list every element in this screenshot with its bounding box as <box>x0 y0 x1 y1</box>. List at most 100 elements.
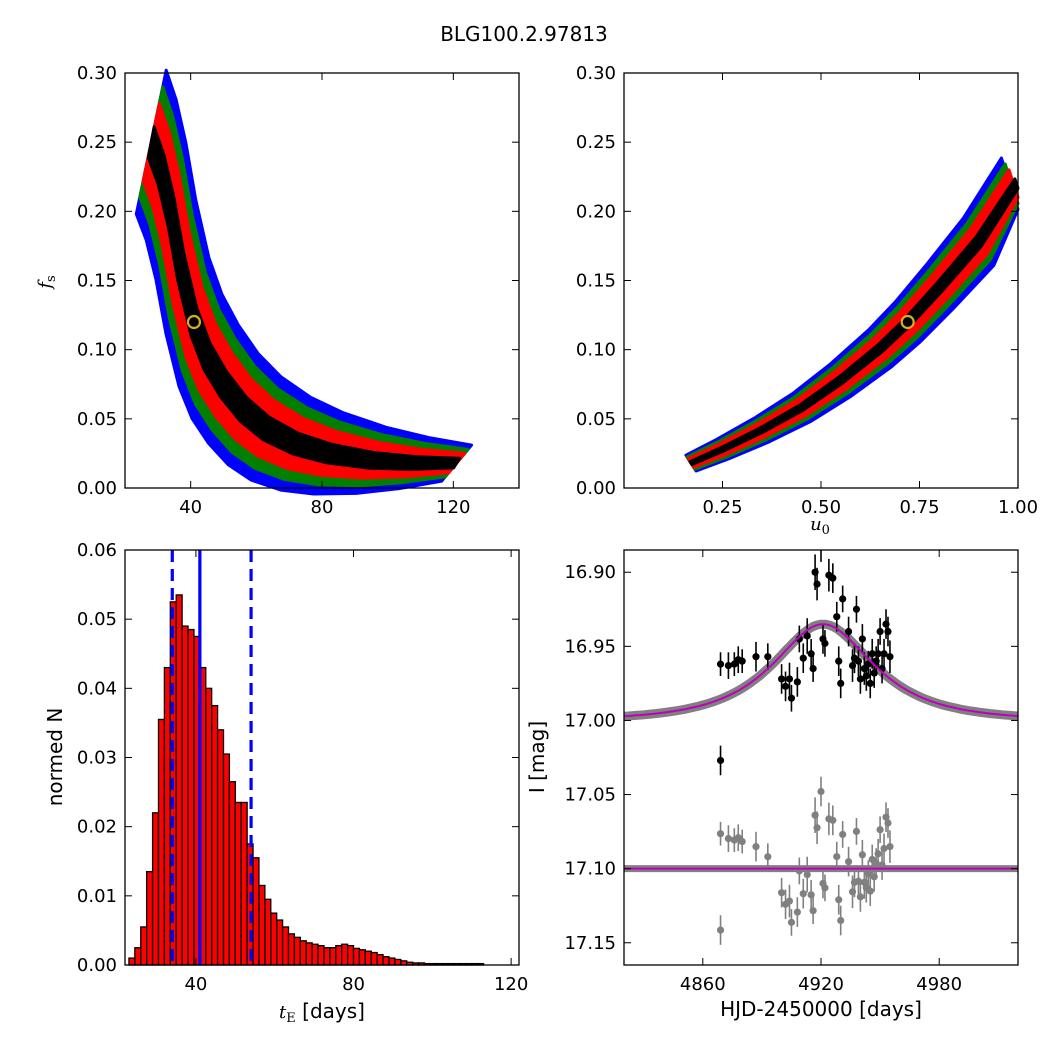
hist-bar <box>346 944 355 966</box>
hist-bar <box>299 940 307 966</box>
y-tick-label: 16.90 <box>564 562 616 583</box>
x-tick-label: 80 <box>342 974 365 995</box>
posterior-cell <box>224 385 230 392</box>
x-axis-label: HJD-2450000 [days] <box>720 997 922 1021</box>
posterior-cell <box>166 205 172 212</box>
residual-point <box>716 830 725 838</box>
x-tick-label: 40 <box>184 974 207 995</box>
hist-bar <box>305 942 313 966</box>
posterior-cell <box>219 372 225 379</box>
data-point <box>856 675 865 683</box>
x-axis-label-sub: E <box>286 1011 296 1026</box>
panel-fs-vs-u0: 0.25 0.50 0.75 1.00 0.00 0.05 0.10 0.15 0.20 0.25… <box>576 63 1038 538</box>
y-tick-label: 0.20 <box>77 201 117 222</box>
data-point <box>833 613 841 621</box>
y-tick-label: 16.95 <box>564 636 616 657</box>
posterior-cell <box>205 361 211 368</box>
y-tick-label: 17.10 <box>564 859 616 880</box>
hist-bar <box>376 953 384 966</box>
panel-light-curve: 4860 4920 4980 16.90 16.95 17.00 17.05 17.10 17.… <box>525 549 1019 1021</box>
data-point <box>781 682 790 690</box>
data-point <box>785 675 794 683</box>
residual-point <box>724 834 733 843</box>
hist-bar <box>358 949 366 966</box>
residual-point <box>793 908 801 916</box>
posterior-cell <box>179 263 185 270</box>
posterior-cell <box>870 350 876 357</box>
residual-point <box>778 889 786 897</box>
data-point <box>839 595 847 603</box>
residual-point <box>833 853 841 861</box>
hist-bar <box>163 666 171 966</box>
x-axis-label-sub: 0 <box>822 523 830 538</box>
x-tick-label: 4860 <box>680 974 726 995</box>
posterior-cell <box>804 400 810 407</box>
best-fit-marker <box>186 314 202 330</box>
posterior-cell <box>213 374 219 381</box>
posterior-cell <box>846 370 852 377</box>
data-point <box>844 627 853 636</box>
data-point <box>886 653 894 661</box>
hist-bar <box>341 943 349 966</box>
posterior-cell <box>887 335 893 342</box>
posterior-cell <box>169 212 175 219</box>
y-tick-label: 0.25 <box>77 132 117 153</box>
y-tick-label: 17.15 <box>564 933 616 954</box>
residual-point <box>866 887 874 895</box>
plot-area <box>624 550 1018 945</box>
hist-bar <box>205 687 213 966</box>
hist-bar <box>258 884 266 966</box>
residual-point <box>813 824 821 832</box>
data-point <box>821 639 829 647</box>
data-point <box>854 657 863 665</box>
posterior-cell <box>837 377 843 384</box>
y-tick-label: 0.30 <box>576 63 616 84</box>
x-tick-label: 40 <box>179 497 202 518</box>
posterior-cell <box>920 302 926 309</box>
data-point <box>884 627 892 636</box>
x-tick-label: 120 <box>494 974 528 995</box>
posterior-cell <box>788 410 794 417</box>
hist-bar <box>157 718 166 966</box>
hist-bar <box>317 944 325 966</box>
hist-bar <box>151 812 160 966</box>
y-tick-label: 0.20 <box>576 201 616 222</box>
posterior-cell <box>986 223 992 230</box>
residual-point <box>738 837 746 846</box>
posterior-cell <box>961 255 967 262</box>
hist-bar <box>388 957 396 966</box>
residual-point <box>835 896 843 904</box>
data-point <box>837 679 845 687</box>
residual-point <box>809 907 817 915</box>
posterior-cell <box>192 322 198 329</box>
data-point <box>793 678 801 686</box>
posterior-cell <box>970 245 976 252</box>
x-axis-label: tE [days] <box>279 999 365 1026</box>
hist-bar <box>252 857 260 966</box>
residual-point <box>752 843 760 851</box>
residual-point <box>764 853 772 861</box>
panel-te-histogram: 40 80 120 0.00 0.01 0.02 0.03 0.04 0.05 0.06 norme… <box>43 540 528 1026</box>
hist-bar <box>364 950 372 966</box>
posterior-cell <box>895 328 901 335</box>
posterior-cell <box>232 395 238 402</box>
x-tick-label: 120 <box>436 497 470 518</box>
y-tick-label: 0.30 <box>77 63 117 84</box>
hist-bar <box>329 947 337 966</box>
data-point <box>752 653 760 661</box>
x-tick-label: 1.00 <box>998 497 1038 518</box>
hist-bar <box>181 625 189 966</box>
hist-bar <box>140 926 148 966</box>
y-tick-label: 0.00 <box>77 955 117 976</box>
y-axis-label: normed N <box>43 708 67 807</box>
hist-bar <box>311 943 319 966</box>
data-point <box>858 635 866 643</box>
residual-point <box>852 827 861 835</box>
best-fit-marker <box>900 314 915 330</box>
x-tick-label: 4920 <box>798 974 844 995</box>
residual-point <box>876 826 884 834</box>
y-axis-label: I [mag] <box>525 721 549 793</box>
posterior-cell <box>854 364 860 371</box>
x-tick-label: 4980 <box>916 974 962 995</box>
